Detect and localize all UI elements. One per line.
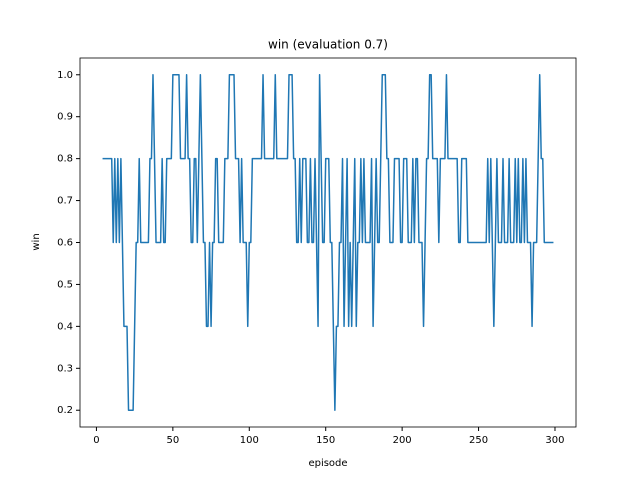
y-tick-label: 0.5 (57, 279, 73, 290)
y-axis-label: win (31, 233, 42, 250)
y-tick-label: 1.0 (57, 70, 73, 81)
y-tick-label: 0.9 (57, 112, 73, 123)
x-tick-label: 200 (393, 435, 412, 446)
y-tick-label: 0.7 (57, 196, 73, 207)
x-tick-label: 150 (316, 435, 335, 446)
x-tick-label: 100 (240, 435, 259, 446)
x-tick-label: 0 (93, 435, 99, 446)
x-axis-label: episode (308, 458, 347, 469)
y-tick-label: 0.4 (57, 321, 73, 332)
y-tick-label: 0.3 (57, 363, 73, 374)
y-tick-label: 0.8 (57, 154, 73, 165)
x-tick-label: 300 (545, 435, 564, 446)
x-tick-label: 250 (469, 435, 488, 446)
chart-title: win (evaluation 0.7) (268, 38, 388, 52)
y-tick-label: 0.6 (57, 238, 73, 249)
x-tick-label: 50 (166, 435, 179, 446)
y-tick-label: 0.2 (57, 405, 73, 416)
line-series (102, 74, 554, 411)
plot-frame (79, 57, 577, 428)
